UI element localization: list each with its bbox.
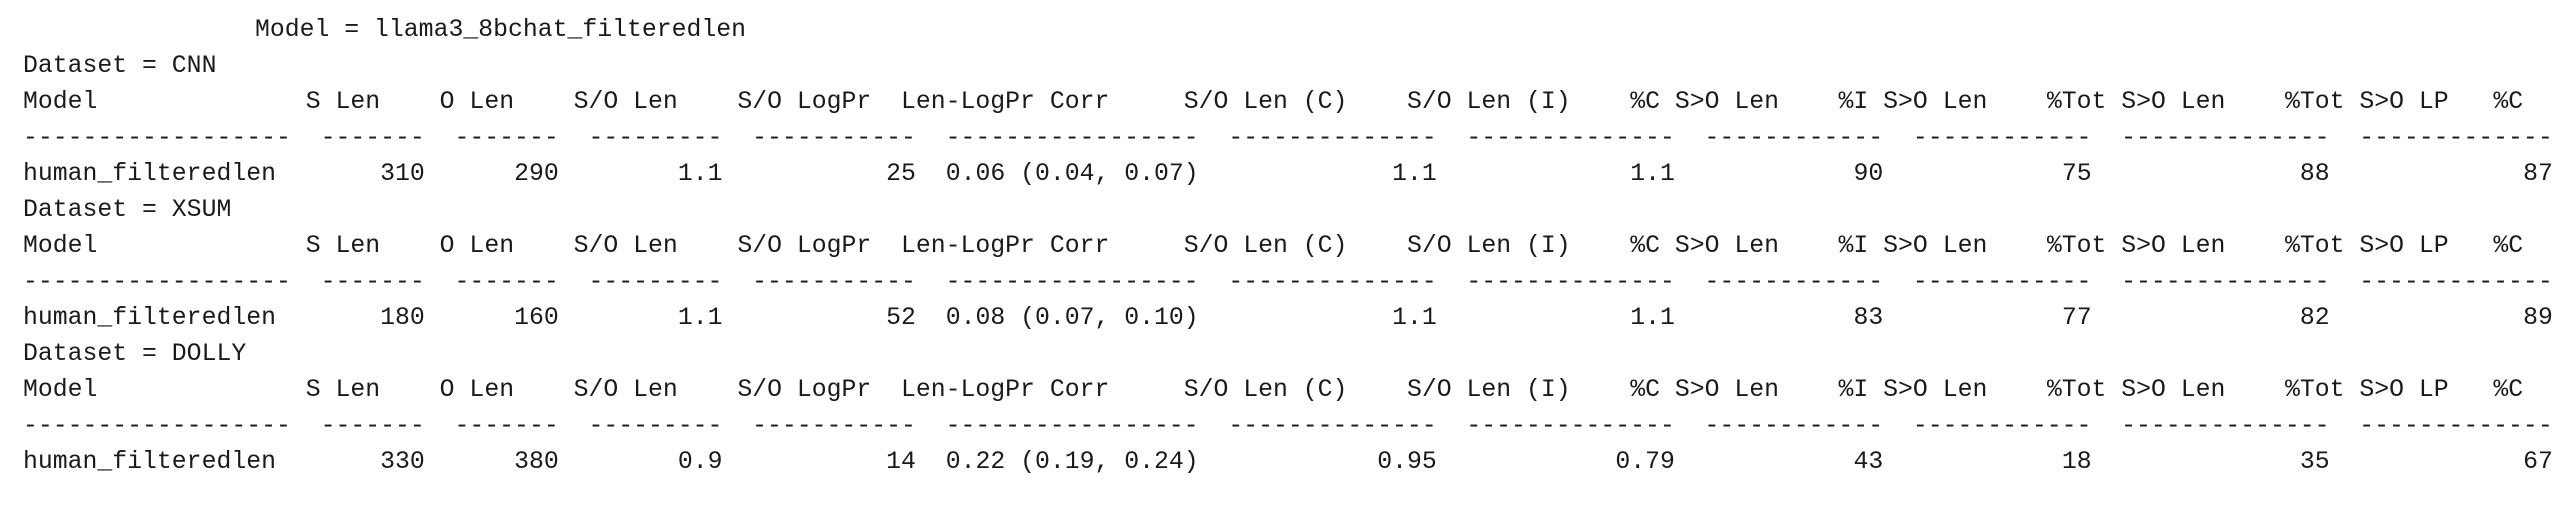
cell-len-logpr-corr: 0.08 (0.07, 0.10) bbox=[945, 304, 1199, 332]
cell-pct-tot-lp: 67 bbox=[2523, 448, 2553, 476]
cell-so-len-c: 1.1 bbox=[1392, 160, 1437, 188]
col-header-pct-c-len: %C S>O Len bbox=[1630, 376, 1779, 404]
cell-len-logpr-corr: 0.06 (0.04, 0.07) bbox=[945, 160, 1199, 188]
col-header-len-logpr-corr: Len-LogPr Corr bbox=[901, 88, 1110, 116]
cell-so-len: 1.1 bbox=[677, 304, 723, 332]
cell-s-len: 180 bbox=[380, 304, 425, 332]
cell-len-logpr-corr: 0.22 (0.19, 0.24) bbox=[945, 448, 1199, 476]
col-header-pct-tot-len: %Tot S>O Len bbox=[2046, 232, 2226, 260]
cell-o-len: 160 bbox=[514, 304, 559, 332]
table-rule-dolly: ------------------ ------- ------- -----… bbox=[23, 412, 2556, 440]
col-header-so-logpr: S/O LogPr bbox=[737, 232, 872, 260]
cell-o-len: 290 bbox=[514, 160, 559, 188]
cell-model: human_filteredlen bbox=[23, 160, 276, 188]
cell-pct-tot-lp: 89 bbox=[2523, 304, 2553, 332]
table-row-cnn: human_filteredlen 310 290 1.1 25 0.06 (0… bbox=[23, 156, 2556, 192]
col-header-pct-tot-lp: %Tot S>O LP bbox=[2284, 88, 2449, 116]
col-header-so-len: S/O Len bbox=[573, 88, 678, 116]
cell-o-len: 380 bbox=[514, 448, 559, 476]
cell-so-len: 0.9 bbox=[677, 448, 723, 476]
cell-so-len-i: 0.79 bbox=[1615, 448, 1675, 476]
cell-so-logpr: 14 bbox=[886, 448, 916, 476]
table-header-dolly: Model S Len O Len S/O Len S/O LogPr Len-… bbox=[23, 372, 2523, 408]
col-header-so-len-i: S/O Len (I) bbox=[1406, 376, 1571, 404]
col-header-pct-i-len: %I S>O Len bbox=[1838, 376, 1988, 404]
col-header-len-logpr-corr: Len-LogPr Corr bbox=[901, 232, 1110, 260]
col-header-model: Model bbox=[23, 232, 98, 260]
col-header-so-len-c: S/O Len (C) bbox=[1183, 88, 1348, 116]
table-rule-xsum: ------------------ ------- ------- -----… bbox=[23, 268, 2556, 296]
cell-pct-tot-len: 82 bbox=[2299, 304, 2330, 332]
col-header-model: Model bbox=[23, 88, 98, 116]
col-header-pct-c: %C bbox=[2493, 88, 2524, 116]
cell-so-len-c: 1.1 bbox=[1392, 304, 1437, 332]
cell-model: human_filteredlen bbox=[23, 448, 276, 476]
col-header-s-len: S Len bbox=[305, 232, 381, 260]
cell-pct-c-len: 43 bbox=[1853, 448, 1884, 476]
cell-model: human_filteredlen bbox=[23, 304, 276, 332]
table-header-xsum: Model S Len O Len S/O Len S/O LogPr Len-… bbox=[23, 228, 2523, 264]
cell-so-logpr: 25 bbox=[886, 160, 916, 188]
cell-so-logpr: 52 bbox=[886, 304, 916, 332]
col-header-pct-c: %C bbox=[2493, 376, 2524, 404]
model-header: Model = llama3_8bchat_filteredlen bbox=[255, 16, 747, 44]
table-row-xsum: human_filteredlen 180 160 1.1 52 0.08 (0… bbox=[23, 300, 2556, 336]
cell-so-len: 1.1 bbox=[677, 160, 723, 188]
col-header-pct-tot-len: %Tot S>O Len bbox=[2046, 376, 2226, 404]
cell-pct-c-len: 83 bbox=[1853, 304, 1884, 332]
col-header-so-len: S/O Len bbox=[573, 232, 678, 260]
col-header-so-logpr: S/O LogPr bbox=[737, 88, 872, 116]
cell-pct-i-len: 18 bbox=[2061, 448, 2092, 476]
col-header-pct-i-len: %I S>O Len bbox=[1838, 232, 1988, 260]
cell-s-len: 330 bbox=[380, 448, 425, 476]
col-header-s-len: S Len bbox=[305, 88, 381, 116]
dataset-label-dolly: Dataset = DOLLY bbox=[23, 340, 247, 368]
dataset-label-xsum: Dataset = XSUM bbox=[23, 196, 232, 224]
col-header-pct-tot-lp: %Tot S>O LP bbox=[2284, 232, 2449, 260]
col-header-so-len-i: S/O Len (I) bbox=[1406, 232, 1571, 260]
col-header-so-len: S/O Len bbox=[573, 376, 678, 404]
col-header-model: Model bbox=[23, 376, 98, 404]
cell-pct-i-len: 77 bbox=[2061, 304, 2092, 332]
col-header-pct-tot-lp: %Tot S>O LP bbox=[2284, 376, 2449, 404]
col-header-pct-i-len: %I S>O Len bbox=[1838, 88, 1988, 116]
dataset-label-cnn: Dataset = CNN bbox=[23, 52, 217, 80]
col-header-so-len-c: S/O Len (C) bbox=[1183, 232, 1348, 260]
col-header-pct-c: %C bbox=[2493, 232, 2524, 260]
col-header-pct-c-len: %C S>O Len bbox=[1630, 88, 1779, 116]
col-header-s-len: S Len bbox=[305, 376, 381, 404]
col-header-pct-c-len: %C S>O Len bbox=[1630, 232, 1779, 260]
cell-pct-i-len: 75 bbox=[2061, 160, 2092, 188]
col-header-pct-tot-len: %Tot S>O Len bbox=[2046, 88, 2226, 116]
col-header-so-len-i: S/O Len (I) bbox=[1406, 88, 1571, 116]
table-header-cnn: Model S Len O Len S/O Len S/O LogPr Len-… bbox=[23, 84, 2523, 120]
table-row-dolly: human_filteredlen 330 380 0.9 14 0.22 (0… bbox=[23, 444, 2556, 480]
cell-pct-c-len: 90 bbox=[1853, 160, 1884, 188]
col-header-o-len: O Len bbox=[439, 232, 515, 260]
cell-so-len-i: 1.1 bbox=[1630, 304, 1675, 332]
cell-s-len: 310 bbox=[380, 160, 425, 188]
col-header-o-len: O Len bbox=[439, 376, 515, 404]
table-rule-cnn: ------------------ ------- ------- -----… bbox=[23, 124, 2556, 152]
col-header-o-len: O Len bbox=[439, 88, 515, 116]
col-header-so-logpr: S/O LogPr bbox=[737, 376, 872, 404]
col-header-len-logpr-corr: Len-LogPr Corr bbox=[901, 376, 1110, 404]
col-header-so-len-c: S/O Len (C) bbox=[1183, 376, 1348, 404]
cell-pct-tot-len: 88 bbox=[2299, 160, 2330, 188]
cell-so-len-c: 0.95 bbox=[1377, 448, 1437, 476]
cell-pct-tot-lp: 87 bbox=[2523, 160, 2553, 188]
cell-so-len-i: 1.1 bbox=[1630, 160, 1675, 188]
cell-pct-tot-len: 35 bbox=[2299, 448, 2330, 476]
